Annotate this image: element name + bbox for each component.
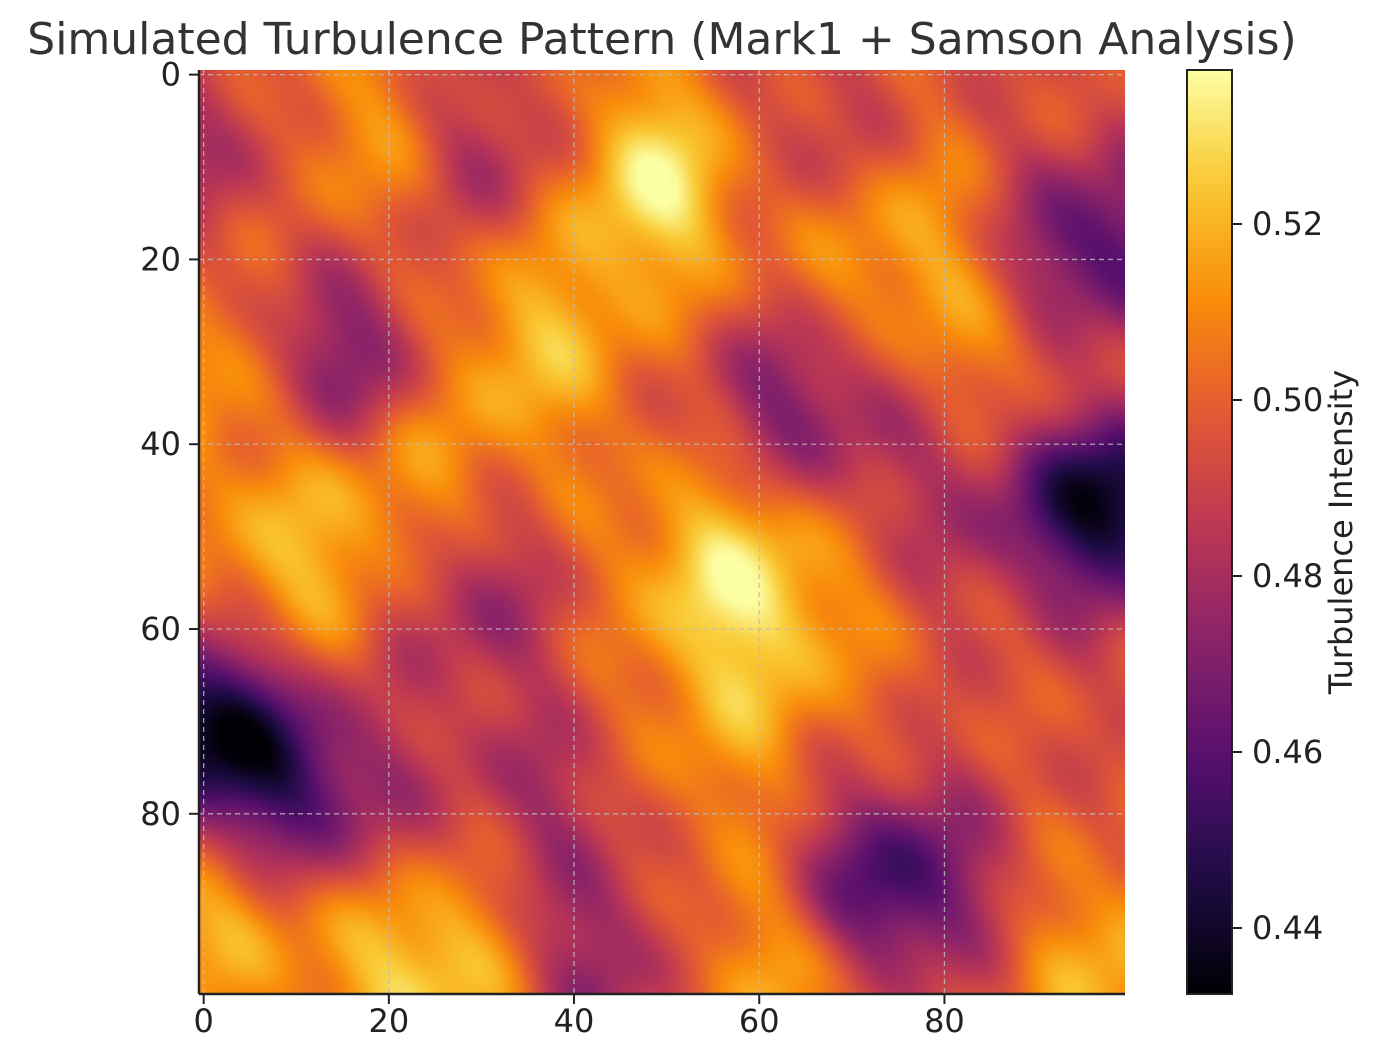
y-tick-label: 20: [140, 240, 181, 278]
x-tick-label: 80: [924, 1002, 965, 1040]
x-axis: 0 20 40 60 80: [193, 994, 965, 1040]
colorbar-tick-label: 0.46: [1252, 733, 1323, 771]
y-tick-label: 0: [161, 56, 181, 94]
x-tick-label: 20: [368, 1002, 409, 1040]
y-tick-label: 60: [140, 610, 181, 648]
y-tick-label: 80: [140, 795, 181, 833]
colorbar-label: Turbulence Intensity: [1322, 370, 1360, 695]
y-axis: 0 20 40 60 80: [140, 56, 199, 833]
axes-spines: [197, 70, 1125, 996]
x-tick-label: 0: [193, 1002, 213, 1040]
x-tick-label: 60: [739, 1002, 780, 1040]
colorbar-tick-label: 0.50: [1252, 381, 1323, 419]
x-tick-label: 40: [554, 1002, 595, 1040]
colorbar-gradient: [1186, 69, 1233, 995]
y-tick-label: 40: [140, 425, 181, 463]
grid-lines: [199, 70, 1125, 994]
plot-area: 0 20 40 60 80 0 20 40 60 80: [140, 56, 1125, 1040]
colorbar: 0.44 0.46 0.48 0.50 0.52 Turbulence Intensit…: [1186, 69, 1360, 995]
heatmap-image: [199, 70, 1125, 994]
colorbar-ticks: 0.44 0.46 0.48 0.50 0.52: [1232, 205, 1323, 947]
colorbar-tick-label: 0.44: [1252, 909, 1323, 947]
colorbar-tick-label: 0.52: [1252, 205, 1323, 243]
chart-title: Simulated Turbulence Pattern (Mark1 + Sa…: [27, 14, 1296, 65]
colorbar-tick-label: 0.48: [1252, 557, 1323, 595]
